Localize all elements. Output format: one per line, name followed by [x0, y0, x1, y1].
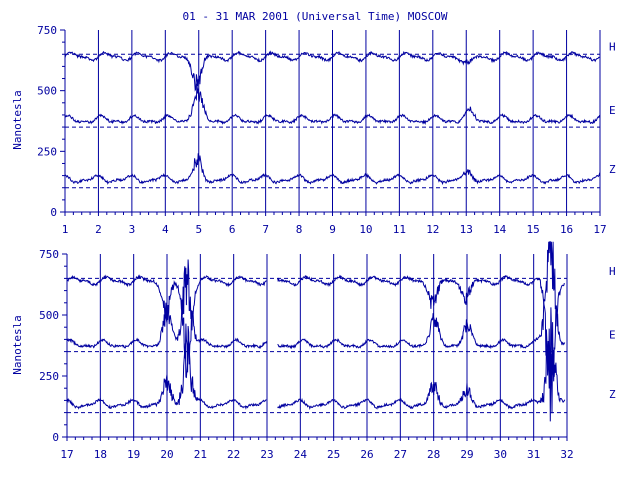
- y-tick-label: 0: [52, 431, 59, 444]
- x-tick-label: 10: [359, 223, 372, 236]
- x-tick-label: 5: [195, 223, 202, 236]
- x-tick-label: 17: [593, 223, 606, 236]
- x-tick-label: 26: [360, 448, 373, 461]
- component-label-h: H: [609, 265, 616, 278]
- component-label-h: H: [609, 41, 616, 54]
- y-tick-label: 0: [50, 206, 57, 219]
- x-tick-label: 14: [493, 223, 507, 236]
- y-axis-label-top: Nanotesla: [11, 90, 24, 150]
- x-tick-label: 30: [494, 448, 507, 461]
- x-tick-label: 32: [560, 448, 573, 461]
- y-tick-label: 250: [39, 370, 59, 383]
- x-tick-label: 13: [460, 223, 473, 236]
- x-tick-label: 23: [260, 448, 273, 461]
- trace-e: [64, 83, 601, 126]
- x-tick-label: 19: [127, 448, 140, 461]
- trace-h: [66, 274, 565, 422]
- x-tick-label: 4: [162, 223, 169, 236]
- x-tick-label: 29: [460, 448, 473, 461]
- panel-bottom: 0 250 500 750 17 18 19 20 21 22 23 24 25 26 27 28 29 30 31…: [39, 241, 616, 461]
- x-tick-label: 21: [194, 448, 207, 461]
- y-tick-label: 750: [37, 24, 57, 37]
- x-tick-label: 11: [393, 223, 406, 236]
- component-label-z: Z: [609, 163, 616, 176]
- trace-z: [66, 307, 566, 411]
- component-label-e: E: [609, 328, 616, 341]
- component-label-z: Z: [609, 388, 616, 401]
- y-tick-label: 500: [39, 309, 59, 322]
- trace-e: [66, 241, 566, 350]
- x-tick-label: 27: [394, 448, 407, 461]
- x-tick-label: 1: [62, 223, 69, 236]
- x-tick-label: 15: [527, 223, 540, 236]
- x-tick-label: 18: [94, 448, 107, 461]
- x-tick-label: 7: [262, 223, 269, 236]
- trace-z: [64, 153, 601, 186]
- x-tick-label: 25: [327, 448, 340, 461]
- x-tick-label: 12: [426, 223, 439, 236]
- x-tick-label: 6: [229, 223, 236, 236]
- y-tick-label: 500: [37, 85, 57, 98]
- x-tick-label: 16: [560, 223, 573, 236]
- x-tick-label: 28: [427, 448, 440, 461]
- x-tick-label: 24: [294, 448, 308, 461]
- x-tick-label: 22: [227, 448, 240, 461]
- x-tick-label: 9: [329, 223, 336, 236]
- trace-h: [64, 50, 601, 92]
- x-tick-label: 31: [527, 448, 540, 461]
- x-tick-label: 2: [95, 223, 102, 236]
- x-tick-label: 8: [296, 223, 303, 236]
- y-axis-label-bottom: Nanotesla: [11, 315, 24, 375]
- x-tick-label: 17: [60, 448, 73, 461]
- y-tick-label: 750: [39, 248, 59, 261]
- x-tick-label: 3: [129, 223, 136, 236]
- x-tick-label: 20: [160, 448, 173, 461]
- chart-title: 01 - 31 MAR 2001 (Universal Time) MOSCOW: [183, 10, 448, 23]
- y-tick-label: 250: [37, 145, 57, 158]
- component-label-e: E: [609, 104, 616, 117]
